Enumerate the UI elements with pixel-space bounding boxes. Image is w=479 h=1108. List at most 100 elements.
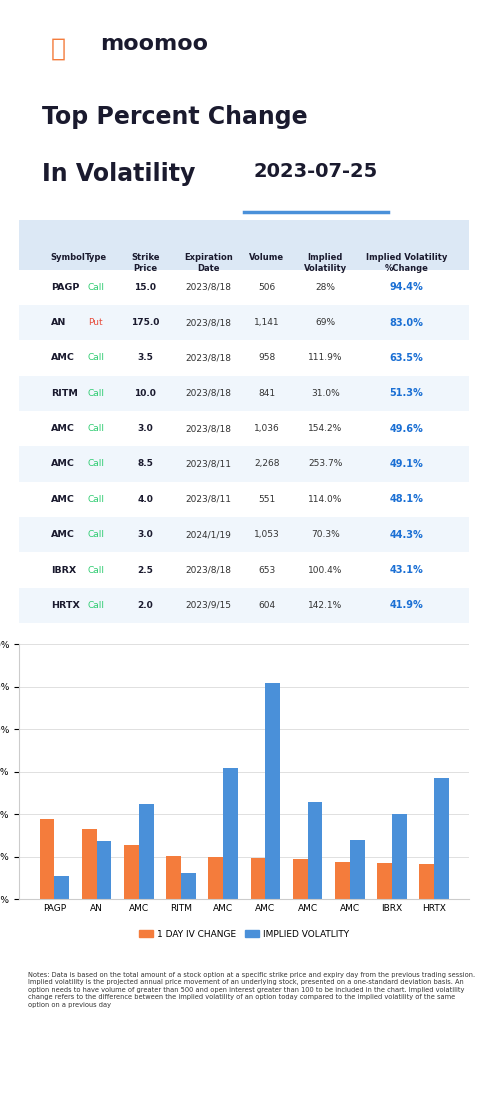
Text: 8.5: 8.5 bbox=[137, 460, 153, 469]
Text: In Volatility: In Volatility bbox=[42, 162, 195, 185]
Text: Strike
Price: Strike Price bbox=[131, 253, 160, 273]
Text: 48.1%: 48.1% bbox=[389, 494, 423, 504]
Text: AMC: AMC bbox=[51, 460, 75, 469]
Bar bbox=[377, 863, 392, 900]
FancyBboxPatch shape bbox=[19, 340, 469, 376]
FancyBboxPatch shape bbox=[19, 269, 469, 305]
Text: 1,141: 1,141 bbox=[254, 318, 280, 327]
Text: HRTX: HRTX bbox=[51, 601, 80, 609]
Text: Call: Call bbox=[87, 389, 104, 398]
Text: 2023/8/18: 2023/8/18 bbox=[185, 283, 231, 291]
FancyBboxPatch shape bbox=[19, 517, 469, 553]
FancyBboxPatch shape bbox=[19, 220, 469, 269]
Bar bbox=[251, 858, 265, 900]
Text: 41.9%: 41.9% bbox=[389, 601, 423, 611]
Text: Call: Call bbox=[87, 531, 104, 540]
Text: 506: 506 bbox=[258, 283, 275, 291]
Text: 83.0%: 83.0% bbox=[389, 318, 423, 328]
Bar bbox=[308, 802, 322, 900]
Text: 841: 841 bbox=[258, 389, 275, 398]
Bar bbox=[392, 814, 407, 900]
FancyBboxPatch shape bbox=[19, 447, 469, 482]
Text: 100.4%: 100.4% bbox=[308, 565, 342, 575]
Text: 142.1%: 142.1% bbox=[308, 601, 342, 609]
Text: 2024/1/19: 2024/1/19 bbox=[185, 531, 231, 540]
Text: 1,036: 1,036 bbox=[254, 424, 280, 433]
Legend: 1 DAY IV CHANGE, IMPLIED VOLATLITY: 1 DAY IV CHANGE, IMPLIED VOLATLITY bbox=[136, 926, 353, 943]
Text: 10.0: 10.0 bbox=[134, 389, 156, 398]
Text: 2023/8/18: 2023/8/18 bbox=[185, 424, 231, 433]
Text: 2023/8/11: 2023/8/11 bbox=[185, 495, 231, 504]
Text: Call: Call bbox=[87, 283, 104, 291]
Bar bbox=[124, 845, 139, 900]
Text: 51.3%: 51.3% bbox=[389, 388, 423, 398]
Text: Call: Call bbox=[87, 495, 104, 504]
Text: Call: Call bbox=[87, 424, 104, 433]
Text: 958: 958 bbox=[258, 353, 275, 362]
Text: 2023/8/18: 2023/8/18 bbox=[185, 353, 231, 362]
Text: AN: AN bbox=[51, 318, 66, 327]
Text: 3.0: 3.0 bbox=[137, 424, 153, 433]
Text: 15.0: 15.0 bbox=[134, 283, 156, 291]
Text: 2.5: 2.5 bbox=[137, 565, 153, 575]
Text: 2023/8/18: 2023/8/18 bbox=[185, 565, 231, 575]
Text: Top Percent Change: Top Percent Change bbox=[42, 105, 308, 130]
Bar bbox=[350, 840, 365, 900]
Text: Expiration
Date: Expiration Date bbox=[184, 253, 233, 273]
Text: 2,268: 2,268 bbox=[254, 460, 280, 469]
Bar bbox=[55, 875, 69, 900]
Text: 63.5%: 63.5% bbox=[389, 353, 423, 363]
Text: Implied Volatility
%Change: Implied Volatility %Change bbox=[365, 253, 447, 273]
Text: 175.0: 175.0 bbox=[131, 318, 160, 327]
Bar bbox=[208, 858, 223, 900]
Text: 653: 653 bbox=[258, 565, 275, 575]
Text: 2.0: 2.0 bbox=[137, 601, 153, 609]
Text: Call: Call bbox=[87, 460, 104, 469]
Text: 69%: 69% bbox=[315, 318, 335, 327]
FancyBboxPatch shape bbox=[19, 411, 469, 447]
Text: 2023/8/11: 2023/8/11 bbox=[185, 460, 231, 469]
Bar bbox=[166, 855, 181, 900]
FancyBboxPatch shape bbox=[19, 482, 469, 517]
Text: Call: Call bbox=[87, 353, 104, 362]
Bar bbox=[293, 859, 308, 900]
Text: 253.7%: 253.7% bbox=[308, 460, 342, 469]
Text: 154.2%: 154.2% bbox=[308, 424, 342, 433]
Text: 111.9%: 111.9% bbox=[308, 353, 342, 362]
Text: 2023/8/18: 2023/8/18 bbox=[185, 318, 231, 327]
Text: 94.4%: 94.4% bbox=[389, 283, 423, 293]
Bar bbox=[181, 873, 196, 900]
Text: AMC: AMC bbox=[51, 353, 75, 362]
Bar bbox=[40, 819, 55, 900]
Text: 2023-07-25: 2023-07-25 bbox=[253, 162, 377, 181]
Bar bbox=[434, 779, 449, 900]
FancyBboxPatch shape bbox=[19, 305, 469, 340]
Bar bbox=[335, 862, 350, 900]
Bar bbox=[420, 864, 434, 900]
FancyBboxPatch shape bbox=[19, 376, 469, 411]
Text: Implied
Volatility: Implied Volatility bbox=[304, 253, 347, 273]
Text: 4.0: 4.0 bbox=[137, 495, 153, 504]
FancyBboxPatch shape bbox=[19, 553, 469, 587]
Text: 604: 604 bbox=[258, 601, 275, 609]
Text: 43.1%: 43.1% bbox=[389, 565, 423, 575]
Text: 28%: 28% bbox=[315, 283, 335, 291]
Text: 2023/8/18: 2023/8/18 bbox=[185, 389, 231, 398]
Text: 44.3%: 44.3% bbox=[389, 530, 423, 540]
Text: Type: Type bbox=[85, 253, 107, 261]
Bar bbox=[139, 804, 154, 900]
Text: Call: Call bbox=[87, 601, 104, 609]
FancyBboxPatch shape bbox=[19, 587, 469, 623]
Text: 49.6%: 49.6% bbox=[389, 423, 423, 433]
Text: 1,053: 1,053 bbox=[254, 531, 280, 540]
Text: Call: Call bbox=[87, 565, 104, 575]
Text: 114.0%: 114.0% bbox=[308, 495, 342, 504]
Text: 551: 551 bbox=[258, 495, 275, 504]
Bar bbox=[97, 841, 111, 900]
Text: 70.3%: 70.3% bbox=[311, 531, 340, 540]
Text: Put: Put bbox=[89, 318, 103, 327]
Bar bbox=[82, 829, 97, 900]
Text: RITM: RITM bbox=[51, 389, 78, 398]
Text: 31.0%: 31.0% bbox=[311, 389, 340, 398]
Text: Volume: Volume bbox=[249, 253, 285, 261]
